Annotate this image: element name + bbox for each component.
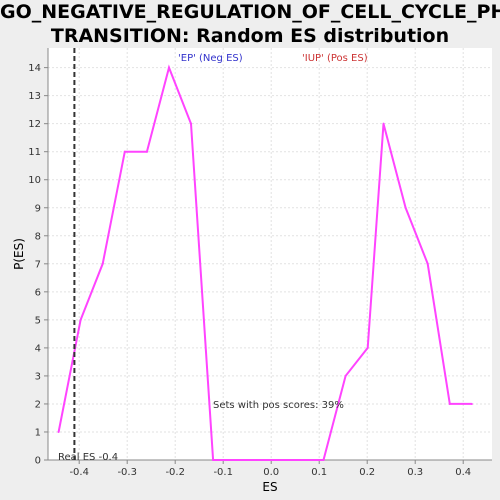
series-layer xyxy=(57,64,473,461)
y-tick-label: 3 xyxy=(35,371,41,382)
pos-scores-annotation: Sets with pos scores: 39% xyxy=(213,400,344,411)
x-ticks: -0.4 -0.3 -0.2 -0.1 0.0 0.1 0.2 0.3 0.4 xyxy=(69,460,471,478)
data-point xyxy=(426,262,429,265)
neg-es-label: 'EP' (Neg ES) xyxy=(178,53,243,64)
y-tick-label: 14 xyxy=(28,63,41,74)
x-axis-title: ES xyxy=(262,480,277,494)
data-point xyxy=(190,122,193,125)
y-tick-label: 6 xyxy=(35,287,41,298)
y-tick-label: 5 xyxy=(35,315,41,326)
real-es-annotation: Real ES -0.4 xyxy=(58,452,118,463)
data-point xyxy=(167,66,170,69)
y-tick-label: 0 xyxy=(35,456,41,467)
data-point xyxy=(344,374,347,377)
data-point xyxy=(470,402,473,405)
y-tick-label: 8 xyxy=(35,231,41,242)
x-tick-label: 0.1 xyxy=(311,467,327,478)
pos-es-label: 'IUP' (Pos ES) xyxy=(302,53,368,64)
y-tick-label: 4 xyxy=(35,343,41,354)
x-tick-label: 0.4 xyxy=(455,467,471,478)
x-tick-label: 0.3 xyxy=(407,467,423,478)
data-point xyxy=(123,150,126,153)
data-point xyxy=(404,206,407,209)
data-point xyxy=(300,459,303,461)
data-point xyxy=(256,459,259,461)
data-point xyxy=(212,459,215,461)
data-point xyxy=(382,122,385,125)
data-point xyxy=(278,459,281,461)
plot-area xyxy=(48,48,492,460)
data-point xyxy=(366,346,369,349)
data-point xyxy=(79,318,82,321)
data-point xyxy=(101,262,104,265)
data-point xyxy=(57,430,60,433)
y-axis-title: P(ES) xyxy=(12,238,26,270)
x-tick-label: -0.2 xyxy=(165,467,185,478)
y-tick-label: 7 xyxy=(35,259,41,270)
series-line xyxy=(57,64,472,461)
y-tick-label: 2 xyxy=(35,399,41,410)
y-tick-label: 10 xyxy=(28,175,41,186)
y-tick-label: 13 xyxy=(28,91,41,102)
x-tick-label: 0.2 xyxy=(359,467,375,478)
grid xyxy=(48,48,492,460)
x-tick-label: -0.4 xyxy=(69,467,89,478)
y-tick-label: 1 xyxy=(35,427,41,438)
data-point xyxy=(322,459,325,461)
chart-title-line-2: TRANSITION: Random ES distribution xyxy=(50,25,450,47)
y-tick-label: 11 xyxy=(28,147,41,158)
chart-title-line-1: GO_NEGATIVE_REGULATION_OF_CELL_CYCLE_PHA… xyxy=(0,1,500,23)
y-tick-label: 12 xyxy=(28,119,41,130)
x-tick-label: -0.3 xyxy=(117,467,137,478)
chart-title: GO_NEGATIVE_REGULATION_OF_CELL_CYCLE_PHA… xyxy=(0,0,500,48)
data-point xyxy=(448,402,451,405)
x-tick-label: -0.1 xyxy=(213,467,233,478)
y-tick-label: 9 xyxy=(35,203,41,214)
x-tick-label: 0.0 xyxy=(263,467,279,478)
data-point xyxy=(234,459,237,461)
data-point xyxy=(145,150,148,153)
